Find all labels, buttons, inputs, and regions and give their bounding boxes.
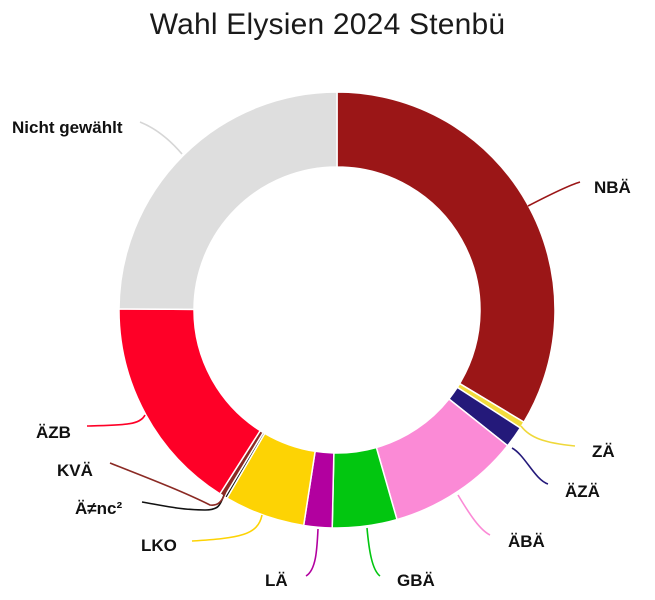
leader-line xyxy=(139,121,183,155)
leader-line xyxy=(520,425,576,447)
leader-line xyxy=(366,527,381,577)
segment-labels: NBÄ ZÄ ÄZÄ ÄBÄ GBÄ LÄ LKO Ä≠nc² KVÄ ÄZB Nicht gewä… xyxy=(12,118,631,590)
leader-line xyxy=(141,494,225,511)
segment-label: Nicht gewählt xyxy=(12,118,123,137)
donut-segment-nbä[interactable] xyxy=(336,91,556,424)
segment-label: ZÄ xyxy=(592,442,615,461)
leader-line xyxy=(527,181,581,207)
segment-label: LÄ xyxy=(265,571,288,590)
segment-label: ÄZB xyxy=(36,423,71,442)
leader-lines xyxy=(86,121,581,577)
leader-line xyxy=(191,514,263,542)
segment-label: ÄZÄ xyxy=(565,482,600,501)
leader-line xyxy=(109,462,227,506)
segment-label: KVÄ xyxy=(57,461,93,480)
leader-line xyxy=(305,528,319,577)
leader-line xyxy=(86,414,146,427)
segment-label: Ä≠nc² xyxy=(75,499,122,518)
donut-segment-nicht-gewählt[interactable] xyxy=(118,91,338,311)
segment-label: GBÄ xyxy=(397,571,435,590)
segment-label: ÄBÄ xyxy=(508,532,545,551)
segment-label: LKO xyxy=(141,536,177,555)
donut-segments xyxy=(118,91,556,529)
chart-title: Wahl Elysien 2024 Stenbü xyxy=(149,8,506,41)
leader-line xyxy=(511,447,549,485)
leader-line xyxy=(457,494,491,536)
segment-label: NBÄ xyxy=(594,178,631,197)
